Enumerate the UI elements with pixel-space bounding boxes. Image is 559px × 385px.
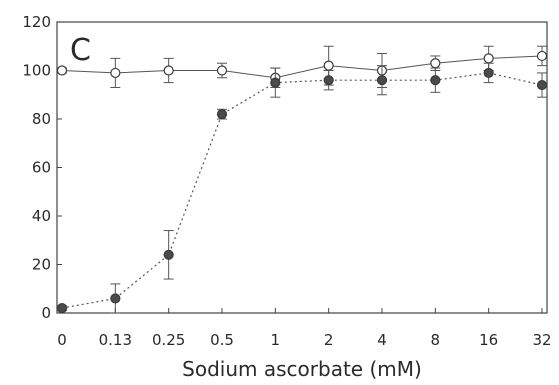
series-line [61, 55, 543, 79]
x-tick-label: 2 [324, 331, 334, 349]
x-axis-title: Sodium ascorbate (mM) [182, 357, 422, 381]
series-layer [56, 45, 548, 314]
open-point [56, 65, 68, 76]
open-point [483, 53, 494, 64]
y-tick-label: 0 [41, 304, 51, 322]
open-point [163, 65, 174, 76]
y-axis: 0 20 40 60 80 100 120 [22, 13, 62, 322]
filled-point [56, 303, 68, 314]
filled-point [376, 75, 388, 86]
open-point [430, 58, 441, 69]
y-tick-label: 40 [32, 207, 51, 225]
filled-point [430, 75, 441, 86]
open-point [110, 67, 121, 79]
x-tick-label: 0.13 [99, 331, 132, 349]
open-point [216, 65, 228, 76]
x-tick-label: 4 [377, 331, 387, 349]
filled-point [323, 75, 334, 86]
series-0 [56, 45, 548, 88]
y-tick-label: 120 [22, 13, 51, 31]
x-tick-label: 0.5 [210, 331, 234, 349]
series-1 [56, 62, 548, 314]
y-tick-label: 80 [32, 110, 51, 128]
filled-point [536, 79, 548, 91]
filled-point [483, 67, 494, 79]
filled-point [110, 293, 121, 304]
x-tick-label: 8 [431, 331, 441, 349]
filled-point [163, 249, 174, 260]
x-tick-label: 0.25 [152, 331, 185, 349]
y-tick-label: 60 [32, 159, 51, 177]
x-tick-label: 32 [532, 331, 551, 349]
panel-letter: C [70, 33, 91, 68]
filled-point [270, 77, 281, 88]
open-point [323, 60, 334, 71]
x-tick-label: 1 [271, 331, 281, 349]
y-tick-label: 100 [22, 62, 51, 80]
x-axis: 0 0.13 0.25 0.5 1 2 4 8 16 32 [57, 308, 552, 349]
series-line [61, 72, 543, 309]
x-tick-label: 16 [479, 331, 498, 349]
open-point [536, 50, 548, 62]
plot-frame [56, 21, 548, 314]
y-tick-label: 20 [32, 256, 51, 274]
x-tick-label: 0 [57, 331, 67, 349]
filled-point [216, 109, 228, 120]
